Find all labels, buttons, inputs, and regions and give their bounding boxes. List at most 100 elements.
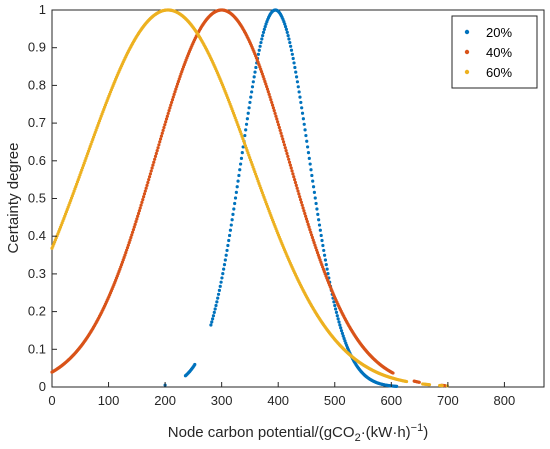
data-point xyxy=(131,228,136,232)
data-point xyxy=(124,251,128,255)
data-point xyxy=(303,128,307,132)
x-axis-label: Node carbon potential/(gCO2·(kW·h)−1) xyxy=(168,422,428,444)
data-point xyxy=(170,98,175,102)
data-point xyxy=(228,228,233,232)
data-point xyxy=(125,248,129,252)
data-point xyxy=(311,185,316,189)
data-point xyxy=(272,109,276,113)
data-point xyxy=(307,156,311,160)
data-point xyxy=(320,238,324,243)
data-point xyxy=(310,235,315,240)
legend-label-40: 40% xyxy=(486,45,512,60)
data-point xyxy=(156,146,160,150)
data-point xyxy=(312,241,316,245)
x-tick-label: 300 xyxy=(211,393,233,408)
data-point xyxy=(300,111,305,115)
data-point xyxy=(217,288,221,292)
data-point xyxy=(308,228,312,232)
data-point xyxy=(293,180,298,185)
data-point xyxy=(266,90,270,94)
data-point xyxy=(325,267,329,271)
ticks-layer: 0 100 200 300 400 500 600 700 800 0 0.1 0.2 0.3 0.4 0.… xyxy=(28,2,515,408)
data-point xyxy=(294,183,298,187)
data-point xyxy=(267,92,271,96)
data-point xyxy=(179,72,183,76)
data-point xyxy=(262,27,266,31)
data-point xyxy=(167,109,171,113)
data-point xyxy=(271,106,275,110)
data-point xyxy=(193,362,197,367)
x-tick-label: 200 xyxy=(154,393,176,408)
data-point xyxy=(139,203,143,207)
data-point xyxy=(263,79,267,84)
data-point xyxy=(129,235,133,240)
data-point xyxy=(169,103,173,107)
data-point xyxy=(227,233,232,238)
data-point xyxy=(262,77,266,81)
data-point xyxy=(221,271,225,276)
data-point xyxy=(154,151,158,156)
data-point xyxy=(285,30,289,34)
data-point xyxy=(176,79,180,84)
data-point xyxy=(282,143,287,147)
data-point xyxy=(226,243,230,248)
data-point xyxy=(295,80,300,84)
data-point xyxy=(307,225,311,229)
data-point xyxy=(265,84,269,89)
data-point xyxy=(297,90,301,94)
data-point xyxy=(310,173,314,178)
data-point xyxy=(283,24,288,29)
legend-marker-40 xyxy=(464,49,470,55)
data-point xyxy=(270,103,275,107)
series-layer xyxy=(50,8,449,388)
data-point xyxy=(301,117,305,121)
data-point xyxy=(130,230,135,234)
x-axis-label-main: Node carbon potential/(gCO xyxy=(168,424,355,441)
data-point xyxy=(231,212,235,216)
data-point xyxy=(333,303,337,308)
data-point xyxy=(326,271,330,276)
data-point xyxy=(311,238,315,242)
data-point xyxy=(443,383,447,388)
data-point xyxy=(261,30,266,34)
data-point xyxy=(247,106,251,110)
data-point xyxy=(258,44,262,48)
data-point xyxy=(250,90,254,94)
data-point xyxy=(253,70,257,74)
y-tick-label: 0.1 xyxy=(28,341,46,356)
data-point xyxy=(225,248,229,253)
data-point xyxy=(232,207,236,211)
data-point xyxy=(159,134,164,138)
data-point xyxy=(144,186,148,190)
data-point xyxy=(142,195,146,199)
data-point xyxy=(306,145,310,149)
data-point xyxy=(300,106,304,110)
data-point xyxy=(211,317,215,321)
data-point xyxy=(297,192,301,196)
data-point xyxy=(338,323,342,327)
data-point xyxy=(259,70,264,74)
data-point xyxy=(445,384,449,388)
data-point xyxy=(276,123,281,127)
data-point xyxy=(163,123,167,127)
data-point xyxy=(309,233,314,237)
data-point xyxy=(304,214,308,218)
data-point xyxy=(306,151,311,155)
x-tick-label: 100 xyxy=(98,393,120,408)
data-point xyxy=(284,27,289,31)
data-point xyxy=(233,196,238,200)
data-point xyxy=(309,230,313,234)
data-point xyxy=(324,263,328,267)
series-40pct xyxy=(50,8,447,388)
data-point xyxy=(244,128,248,132)
y-tick-label: 0.9 xyxy=(28,40,46,55)
data-point xyxy=(213,307,217,311)
data-point xyxy=(283,22,287,26)
x-axis-label-mid: ·(kW·h) xyxy=(361,424,411,441)
data-point xyxy=(299,100,303,105)
data-point xyxy=(314,201,318,206)
data-point xyxy=(130,233,134,237)
data-point xyxy=(302,209,306,213)
data-point xyxy=(261,74,265,79)
data-point xyxy=(334,307,338,311)
